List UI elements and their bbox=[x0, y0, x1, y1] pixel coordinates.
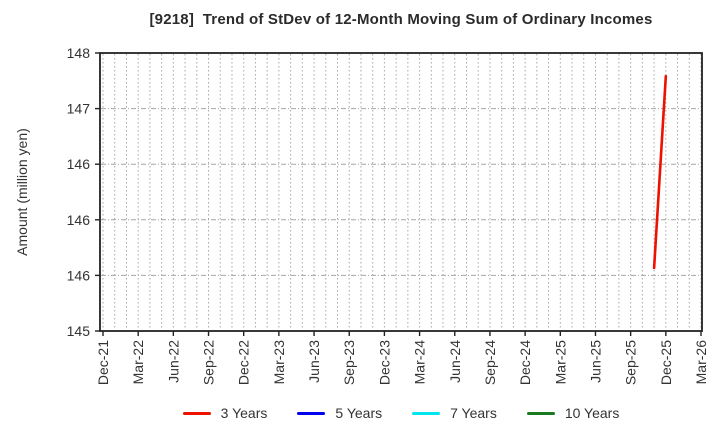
x-tick-label: Jun-25 bbox=[587, 340, 603, 383]
x-tick-label: Dec-24 bbox=[517, 340, 533, 385]
x-tick-label: Mar-22 bbox=[130, 340, 146, 385]
legend-item-3-years: 3 Years bbox=[182, 405, 268, 421]
legend-line-sample-10-years bbox=[526, 411, 555, 415]
x-tick-label: Sep-25 bbox=[623, 340, 639, 385]
x-tick-label: Mar-25 bbox=[552, 340, 568, 385]
y-tick-label: 146 bbox=[67, 156, 91, 172]
x-tick-label: Dec-22 bbox=[236, 340, 252, 385]
y-tick-label: 147 bbox=[67, 101, 91, 117]
x-tick-label: Sep-24 bbox=[482, 340, 498, 385]
x-tick-label: Jun-22 bbox=[165, 340, 181, 383]
x-tick-label: Sep-22 bbox=[201, 340, 217, 385]
x-tick-label: Mar-24 bbox=[412, 340, 428, 385]
x-tick-label: Dec-23 bbox=[376, 340, 392, 385]
legend-line-sample-7-years bbox=[412, 411, 441, 415]
legend-label: 5 Years bbox=[335, 405, 383, 421]
legend-line-sample-5-years bbox=[297, 411, 326, 415]
x-tick-label: Jun-24 bbox=[447, 340, 463, 383]
x-tick-label: Jun-23 bbox=[306, 340, 322, 383]
y-tick-label: 146 bbox=[67, 212, 91, 228]
plot-border bbox=[99, 52, 703, 332]
legend-label: 10 Years bbox=[564, 405, 620, 421]
y-tick-label: 148 bbox=[67, 45, 91, 61]
legend-item-5-years: 5 Years bbox=[297, 405, 382, 421]
series-line-3-years bbox=[652, 74, 668, 270]
legend-label: 7 Years bbox=[450, 405, 497, 421]
x-tick-label: Sep-23 bbox=[341, 340, 357, 385]
legend-line-sample-3-years bbox=[182, 411, 211, 415]
x-tick-label: Mar-26 bbox=[693, 340, 709, 385]
legend-label: 3 Years bbox=[220, 405, 268, 421]
x-tick-label: Mar-23 bbox=[271, 340, 287, 385]
chart-title: [9218] Trend of StDev of 12-Month Moving… bbox=[149, 11, 653, 28]
y-tick-label: 146 bbox=[67, 267, 91, 283]
legend: 3 Years 5 Years 7 Years 10 Years bbox=[100, 405, 702, 421]
legend-item-10-years: 10 Years bbox=[526, 405, 620, 421]
x-tick-label: Dec-25 bbox=[658, 340, 674, 385]
legend-item-7-years: 7 Years bbox=[412, 405, 497, 421]
x-tick-label: Dec-21 bbox=[95, 340, 111, 385]
y-tick-label: 145 bbox=[67, 323, 91, 339]
